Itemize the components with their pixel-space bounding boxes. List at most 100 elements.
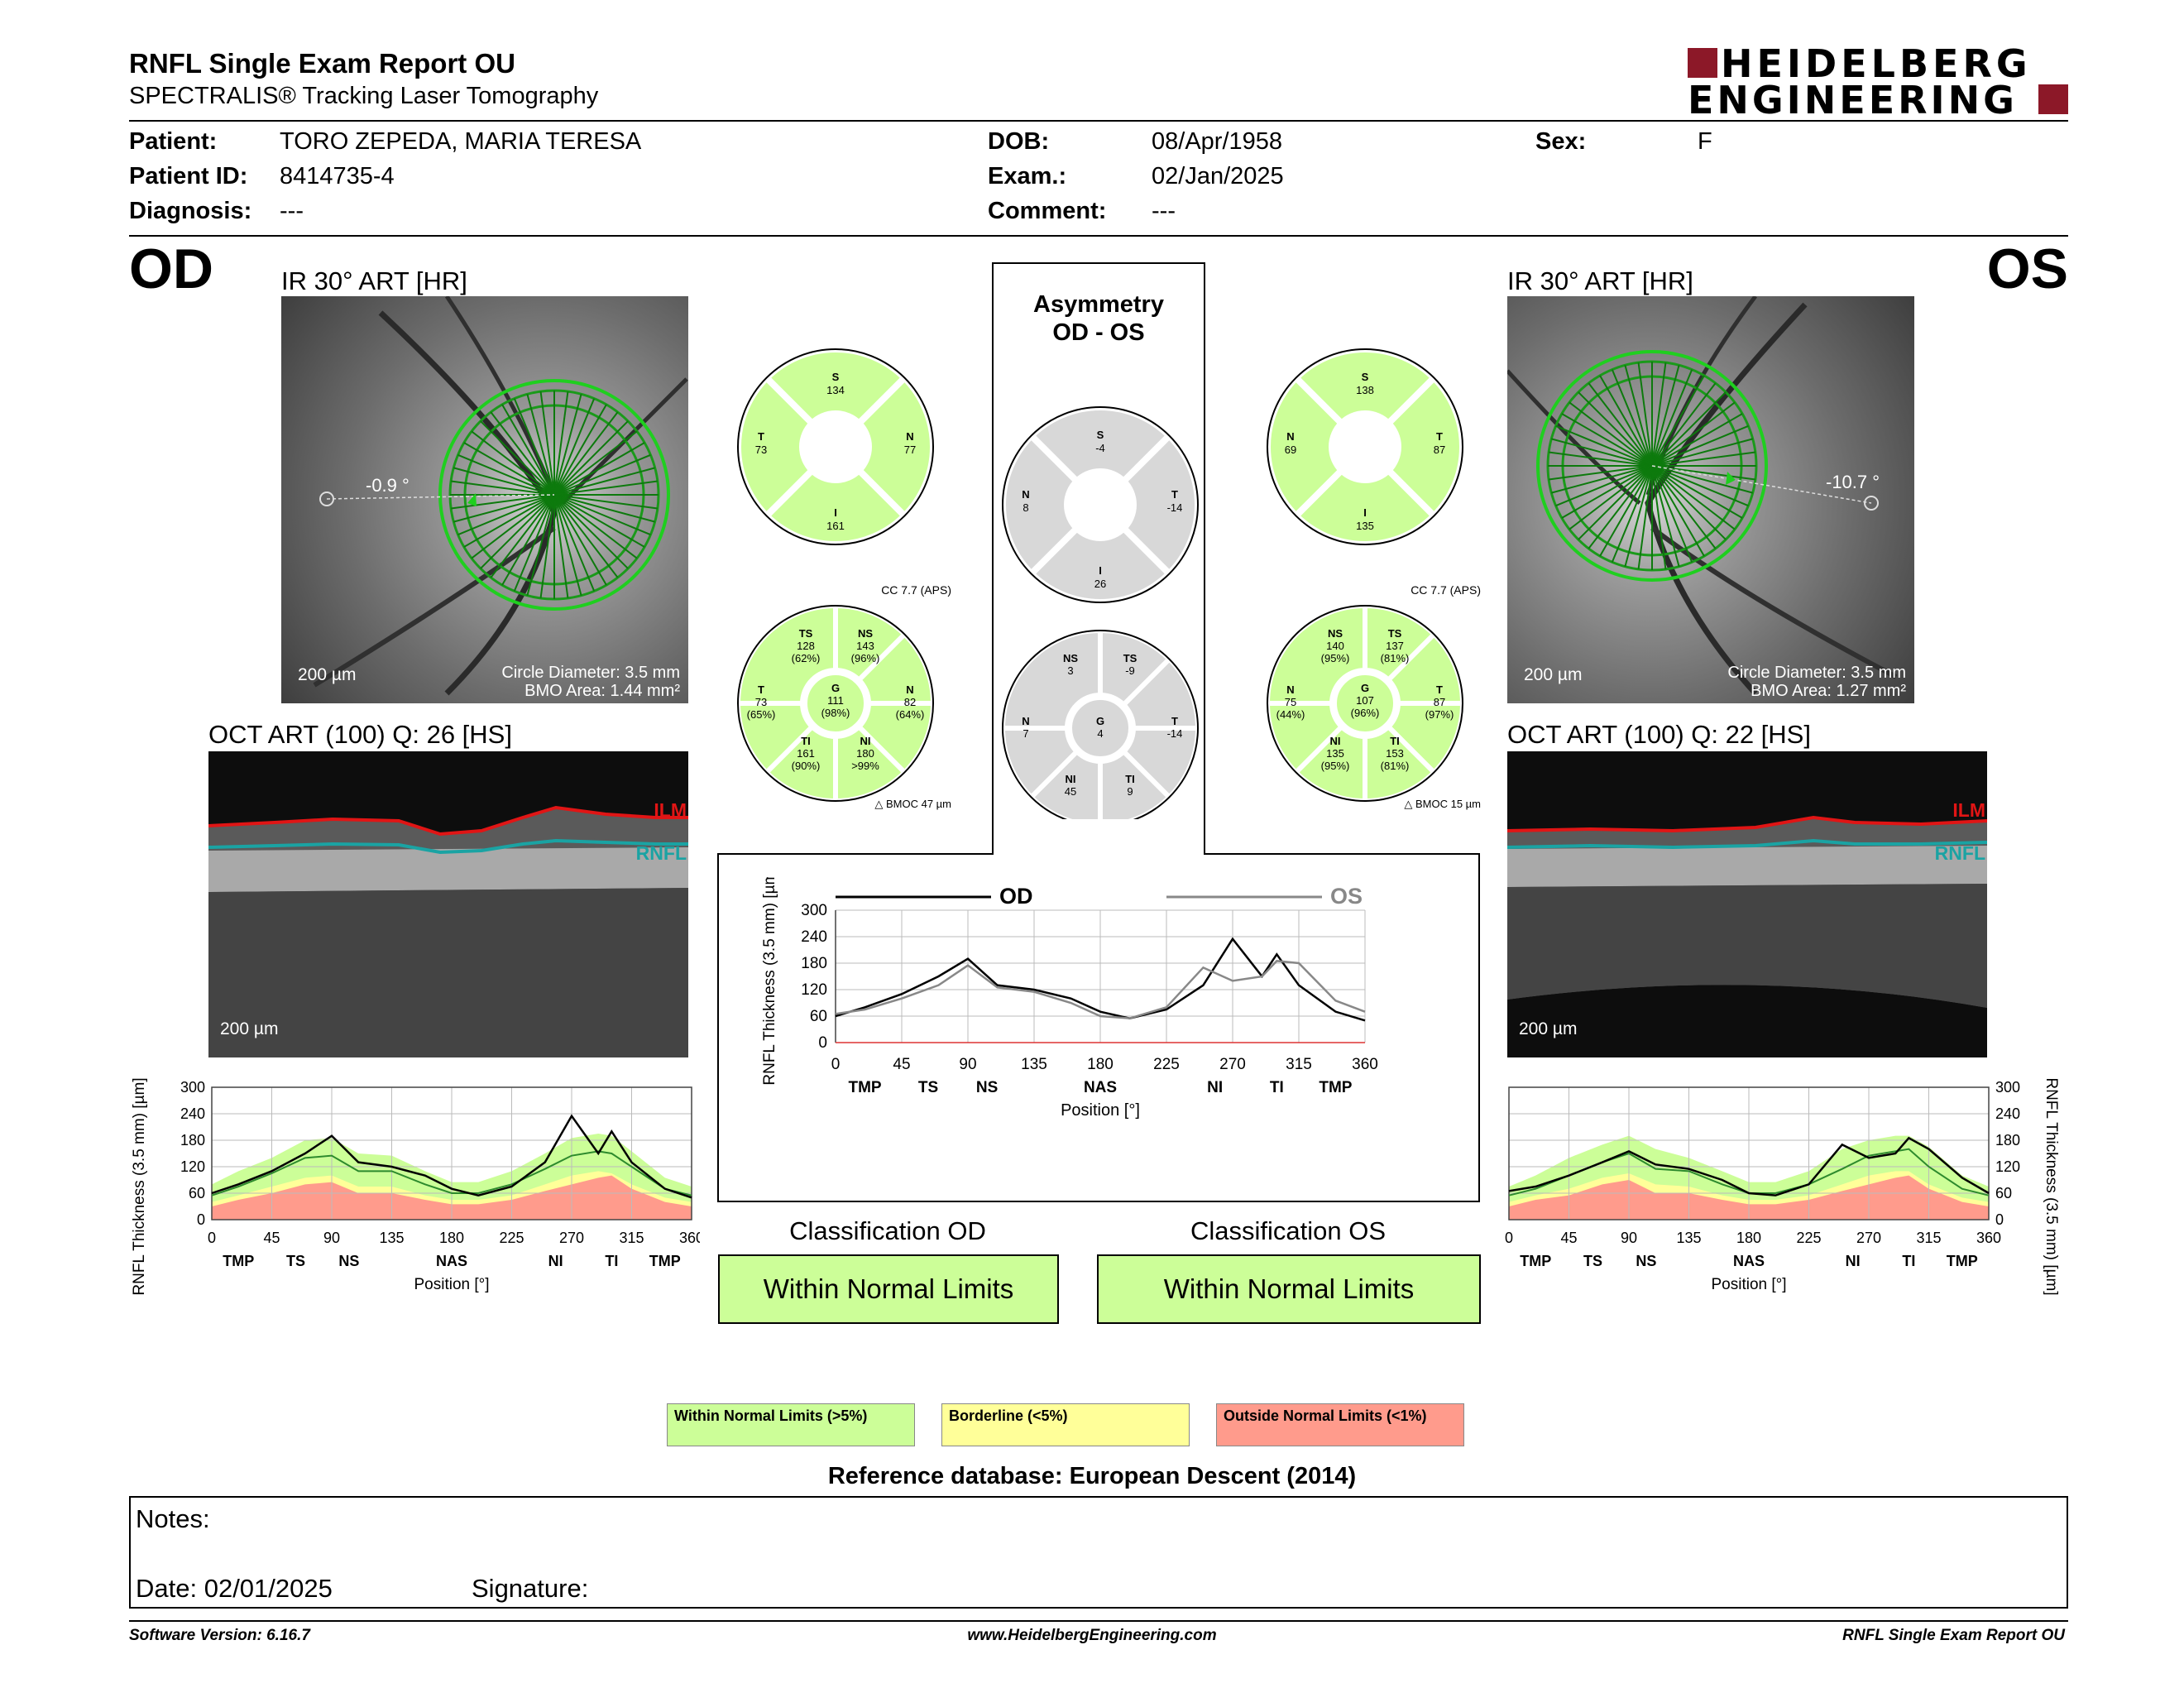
od-profile-xtick-225: 225 (499, 1230, 524, 1246)
exam-date: 02/Jan/2025 (1152, 163, 1284, 189)
od-sect-value-N: 82 (904, 696, 916, 708)
os-oct-image: ILM RNFL 200 µm (1507, 751, 1987, 1057)
od-profile-od-line (211, 1114, 692, 1199)
od-profile-normal-mean-line (211, 1150, 692, 1196)
od-sect-pct-NS: (96%) (851, 652, 880, 664)
od-sect-value-T: 73 (755, 696, 767, 708)
report-title: RNFL Single Exam Report OU (129, 48, 515, 79)
os-ilm-label: ILM (1952, 799, 1985, 821)
asym-ytick-0: 0 (818, 1034, 827, 1052)
os-oct-bscan (1507, 815, 1987, 1008)
os-profile-sector-NAS-3: NAS (1733, 1253, 1765, 1269)
os-quad-label-T: T (1436, 430, 1443, 443)
os-quad-label-S: S (1362, 371, 1369, 383)
od-quad-value-T: 73 (755, 444, 767, 456)
os-profile-sector-TI-5: TI (1902, 1253, 1915, 1269)
od-profile-ytick-300: 300 (180, 1079, 205, 1096)
asym-ytick-240: 240 (801, 928, 827, 946)
od-profile-xtick-180: 180 (439, 1230, 464, 1246)
os-quad-outline (1267, 348, 1463, 545)
od-profile-xtick-90: 90 (323, 1230, 340, 1246)
asym-series-OD (835, 937, 1366, 1022)
asym-xlabel: Position [°] (1061, 1101, 1140, 1120)
od-profile-xtick-270: 270 (559, 1230, 584, 1246)
os-profile-ytick-0: 0 (1995, 1211, 2004, 1228)
od-oct-scale: 200 µm (220, 1019, 279, 1038)
os-rnfl-label: RNFL (1934, 842, 1985, 864)
os-profile-sector-TMP-6: TMP (1947, 1253, 1978, 1269)
od-thickness-chart: 0 60 120 180 240 300 0 45 90 135 180 225 270 315 360 TM… (131, 1077, 700, 1295)
od-quad-outline (737, 348, 934, 545)
asym-sect-value-N: 7 (1023, 727, 1028, 740)
asym-series-OS (835, 960, 1366, 1019)
os-sect-value-N: 75 (1285, 696, 1296, 708)
asym-ytick-60: 60 (810, 1008, 827, 1025)
asym-xtick-270: 270 (1219, 1056, 1246, 1073)
od-bmoc-label: △ BMOC 47 µm (874, 798, 951, 810)
brand-logo: HEIDELBERG ENGINEERING (1688, 41, 2068, 122)
asym-sect-value-NS: 3 (1067, 664, 1073, 677)
patient-id: 8414735-4 (280, 163, 395, 189)
report-subtitle: SPECTRALIS® Tracking Laser Tomography (129, 83, 599, 109)
website-link[interactable]: www.HeidelbergEngineering.com (967, 1627, 1217, 1644)
os-sect-pct-TS: (81%) (1381, 652, 1410, 664)
asym-sect-label-G: G (1096, 715, 1104, 727)
os-fundus-overlay (1507, 296, 1898, 696)
od-quad-label-S: S (832, 371, 840, 383)
asym-sect-value-T: -14 (1167, 727, 1183, 740)
os-profile-sector-NI-4: NI (1846, 1253, 1861, 1269)
od-sect-value-NS: 143 (856, 640, 874, 652)
asym-xtick-135: 135 (1021, 1056, 1047, 1073)
os-angle: -10.7 ° (1826, 472, 1880, 492)
asym-quad-outline (1002, 406, 1199, 603)
date-label: Date: 02/01/2025 (136, 1574, 333, 1603)
asym-quad-label-T: T (1171, 488, 1178, 501)
os-scale-bar: 200 µm (1524, 665, 1583, 684)
od-sect-outline (737, 605, 934, 802)
od-profile-xlabel: Position [°] (414, 1276, 489, 1293)
asym-legend-od: OD (999, 884, 1033, 909)
os-sect-label-NS: NS (1328, 627, 1343, 640)
os-thickness-chart: 0 60 120 180 240 300 0 45 90 135 180 225 270 315 360 TM… (1505, 1077, 2060, 1295)
os-profile-ylabel: RNFL Thickness (3.5 mm) [µm] (2043, 1077, 2060, 1295)
od-cc-label: CC 7.7 (APS) (881, 583, 951, 597)
asym-quad-value-I: 26 (1094, 578, 1106, 590)
od-ir-title: IR 30° ART [HR] (281, 266, 467, 295)
od-circle-diameter: Circle Diameter: 3.5 mm (501, 664, 680, 682)
comment-label: Comment: (988, 198, 1107, 224)
asym-sect-value-NI: 45 (1065, 785, 1076, 798)
os-classification-title: Classification OS (1190, 1216, 1387, 1245)
od-profile-ytick-180: 180 (180, 1132, 205, 1149)
od-quad-label-T: T (758, 430, 764, 443)
notes-box[interactable]: Notes: Date: 02/01/2025 Signature: (129, 1496, 2068, 1609)
asym-sect-label-NI: NI (1066, 773, 1076, 785)
os-circle-diameter: Circle Diameter: 3.5 mm (1727, 664, 1906, 682)
od-classification-title: Classification OD (789, 1216, 986, 1245)
notes-label: Notes: (136, 1504, 210, 1533)
od-sect-label-G: G (831, 682, 840, 694)
od-scale-bar: 200 µm (298, 665, 357, 684)
diagnosis-label: Diagnosis: (129, 198, 252, 224)
od-classification-box: Within Normal Limits (718, 1254, 1059, 1324)
od-sect-value-TS: 128 (797, 640, 815, 652)
os-quad-value-I: 135 (1356, 520, 1374, 532)
footer-divider (129, 1620, 2068, 1622)
legend-outside: Outside Normal Limits (<1%) (1216, 1403, 1464, 1446)
os-profile-xtick-90: 90 (1621, 1230, 1637, 1246)
os-profile-xlabel: Position [°] (1711, 1276, 1786, 1293)
od-sect-pct-G: (98%) (821, 707, 850, 719)
asym-quad-value-T: -14 (1167, 501, 1183, 514)
od-profile-sector-TI-5: TI (605, 1253, 618, 1269)
os-bmo-area: BMO Area: 1.27 mm² (1751, 682, 1906, 700)
os-sect-pct-T: (97%) (1425, 708, 1454, 721)
asym-xtick-90: 90 (959, 1056, 976, 1073)
asym-ylabel: RNFL Thickness (3.5 mm) [µm] (761, 877, 778, 1086)
os-oct-title: OCT ART (100) Q: 22 [HS] (1507, 720, 1811, 749)
od-sect-label-TI: TI (801, 735, 811, 747)
asym-quad-label-I: I (1099, 564, 1102, 577)
sector-diagrams: S134N77I161T73S-4T-14I26N8S138T87I135N69… (735, 346, 1481, 819)
os-quad-value-T: 87 (1434, 444, 1445, 456)
asym-xtick-180: 180 (1087, 1056, 1114, 1073)
os-sect-center (1334, 672, 1396, 735)
asym-sect-value-TS: -9 (1125, 664, 1135, 677)
